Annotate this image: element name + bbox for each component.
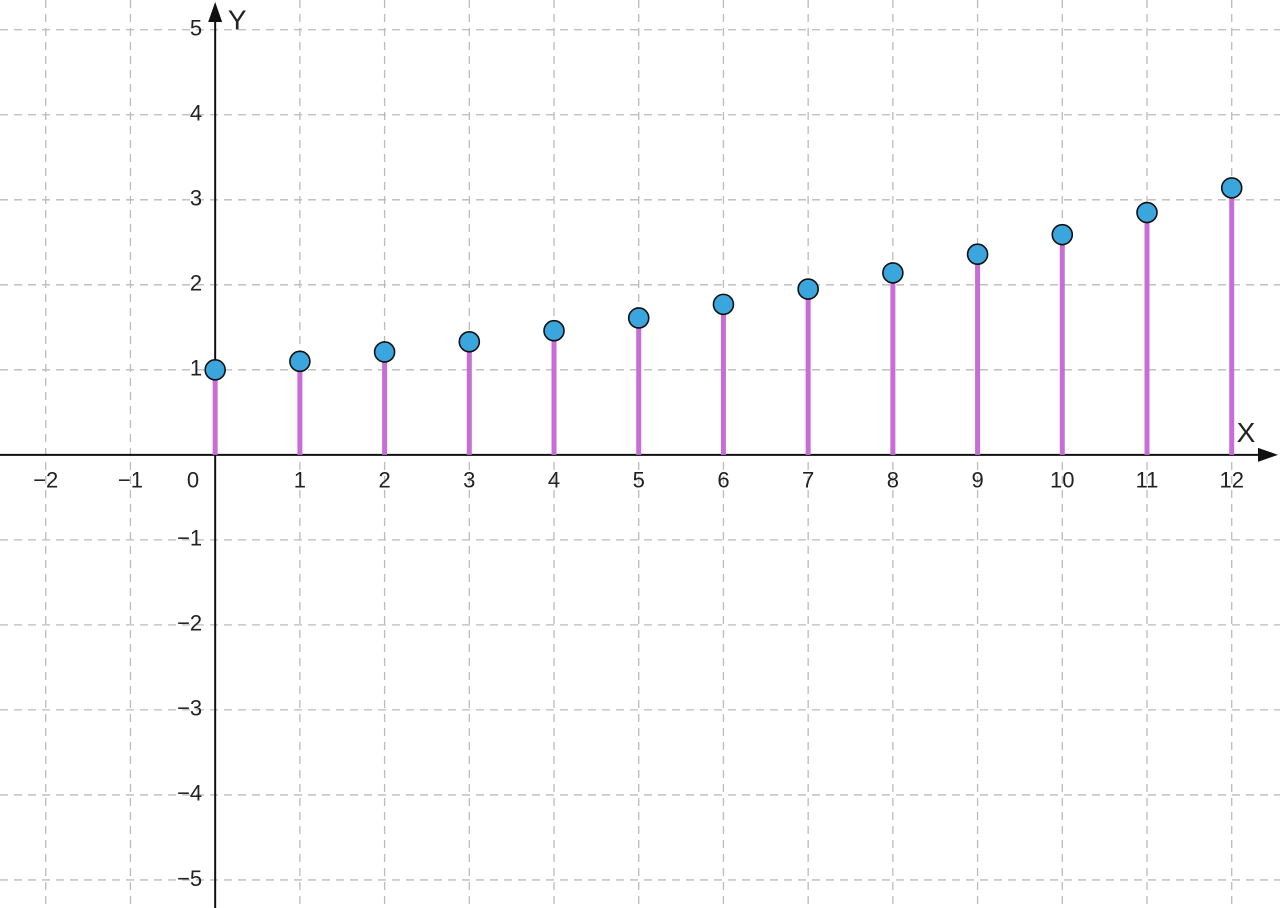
x-axis-arrow [1258,447,1278,462]
marker [1220,177,1243,199]
marker [627,307,650,329]
x-tick-label: 7 [802,468,814,493]
x-tick-label: 10 [1050,468,1074,493]
x-tick-label: 8 [887,468,899,493]
y-tick-label: −3 [177,696,202,721]
marker [458,330,481,353]
x-tick-label: 12 [1219,468,1243,493]
x-tick-label: −1 [118,468,143,493]
marker [1051,223,1074,246]
y-tick-label: 5 [190,16,202,41]
y-axis-label: Y [228,4,247,35]
marker [289,350,311,373]
y-tick-label: −2 [177,611,202,636]
x-tick-label: 11 [1136,468,1159,493]
x-tick-label: 4 [548,468,560,493]
x-tick-label: 1 [294,468,306,493]
y-tick-label: 2 [190,271,202,296]
marker [797,278,819,300]
marker [712,293,735,316]
x-tick-label: 5 [633,468,645,493]
x-tick-label: 9 [971,468,983,493]
marker [373,341,396,363]
marks [204,177,1243,455]
x-tick-label: −2 [33,468,58,493]
y-tick-label: −1 [177,526,202,551]
y-tick-label: 1 [190,356,202,381]
y-tick-label: −4 [177,781,202,806]
marker [966,243,989,266]
y-axis-arrow [208,2,223,22]
x-tick-label: 2 [378,468,390,493]
y-tick-label: −5 [177,866,202,891]
y-tick-label: 3 [190,186,202,211]
y-tick-label: 4 [190,101,202,126]
marker [204,359,226,381]
x-axis-label: X [1237,417,1256,448]
x-tick-label: 6 [717,468,729,493]
marker [543,319,565,342]
marker [1136,201,1158,224]
x-tick-label: 3 [463,468,475,493]
marker [882,262,904,284]
origin-label: 0 [187,468,199,493]
